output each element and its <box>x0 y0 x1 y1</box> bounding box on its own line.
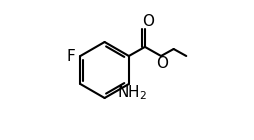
Text: F: F <box>67 48 76 64</box>
Text: O: O <box>142 13 154 29</box>
Text: O: O <box>156 56 168 71</box>
Text: NH$_2$: NH$_2$ <box>117 84 147 102</box>
